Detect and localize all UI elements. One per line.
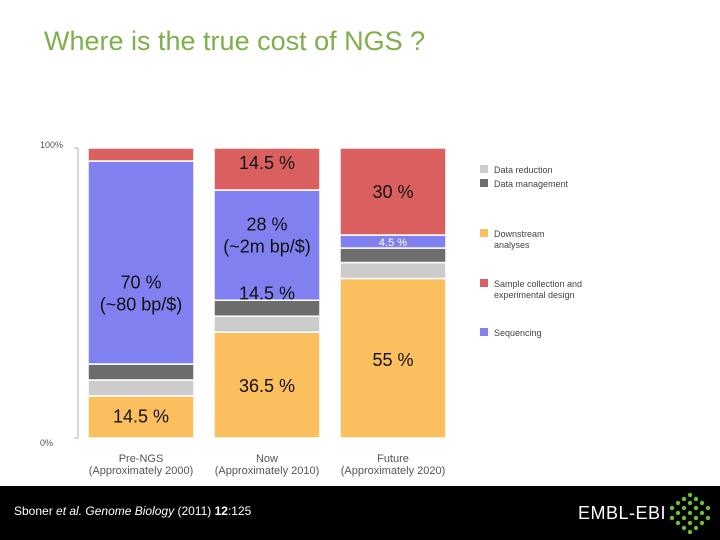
citation-pages: :125 [227, 504, 252, 518]
bar-segment-2-4 [339, 147, 447, 236]
legend-label-2-1: analyses [494, 240, 530, 250]
legend-swatch-4 [480, 328, 488, 336]
bar-segment-1-0 [213, 331, 321, 439]
slide-title: Where is the true cost of NGS ? [44, 26, 426, 56]
legend-label-2-0: Downstream [494, 229, 545, 239]
bar-segment-0-3 [87, 160, 195, 365]
annotation-3-0: 28 % [246, 214, 287, 234]
category-label-2-1: (Approximately 2020) [341, 465, 446, 477]
citation-journal: Genome Biology [82, 504, 175, 518]
legend-label-1-0: Data management [494, 179, 569, 189]
citation: Sboner et al. Genome Biology (2011) 12:1… [14, 504, 251, 518]
annotation-2-0: 14.5 % [239, 153, 295, 173]
embl-ebi-logo-icon [669, 492, 711, 535]
y-tick-label-top: 100% [40, 140, 63, 150]
category-label-1-1: (Approximately 2010) [215, 465, 320, 477]
citation-volume: 12 [214, 504, 228, 518]
annotation-5-0: 36.5 % [239, 376, 295, 396]
citation-year: (2011) [174, 504, 215, 518]
bar-segment-2-0 [339, 277, 447, 439]
bar-segment-2-1 [339, 261, 447, 280]
bar-segment-1-1 [213, 315, 321, 333]
legend-swatch-0 [480, 165, 488, 173]
category-label-0-0: Pre-NGS [119, 453, 164, 465]
category-label-2-0: Future [377, 453, 409, 465]
bar-segment-0-4 [87, 147, 195, 162]
bar-segment-2-2 [339, 247, 447, 264]
citation-etal: et al. [56, 504, 83, 518]
bar-segment-0-2 [87, 363, 195, 381]
annotation-8-0: 55 % [372, 350, 413, 370]
legend-swatch-1 [480, 179, 488, 187]
bar-segment-0-1 [87, 379, 195, 397]
annotation-0-0: 70 % [120, 272, 161, 292]
category-label-0-1: (Approximately 2000) [89, 465, 194, 477]
annotation-0-1: (~80 bp/$) [100, 294, 183, 314]
legend-swatch-3 [480, 279, 488, 287]
stacked-bar-chart: 0%100%Pre-NGS(Approximately 2000)Now(App… [40, 140, 582, 477]
legend-label-3-0: Sample collection and [494, 279, 582, 289]
annotation-1-0: 14.5 % [113, 407, 169, 427]
annotation-4-0: 14.5 % [239, 283, 295, 303]
category-label-1-0: Now [256, 453, 278, 465]
legend-swatch-2 [480, 229, 488, 237]
bar-segment-0-0 [87, 395, 195, 439]
legend-label-0-0: Data reduction [494, 165, 553, 175]
bar-segment-1-3 [213, 189, 321, 301]
annotation-6-0: 30 % [372, 182, 413, 202]
y-tick-label-bottom: 0% [40, 438, 53, 448]
annotation-7-0: 4.5 % [379, 237, 407, 249]
citation-authors: Sboner [14, 504, 57, 518]
bar-segment-1-4 [213, 147, 321, 191]
footer-bar: Sboner et al. Genome Biology (2011) 12:1… [0, 486, 720, 540]
legend-label-4-0: Sequencing [494, 328, 542, 338]
annotation-3-1: (~2m bp/$) [223, 236, 311, 256]
embl-ebi-logo-text: EMBL-EBI [578, 503, 667, 523]
legend-label-3-1: experimental design [494, 290, 575, 300]
